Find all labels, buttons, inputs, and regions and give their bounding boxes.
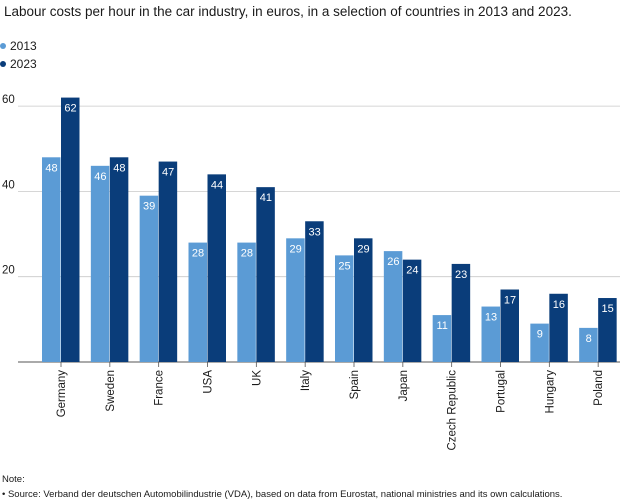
data-label: 41 (260, 192, 272, 204)
x-tick-label: Hungary (544, 370, 556, 414)
bar-2023-germany (61, 97, 80, 363)
bar-2023-spain (354, 238, 373, 362)
data-label: 29 (357, 243, 369, 255)
data-label: 33 (309, 226, 321, 238)
bar-chart: 20 40 60 48 62 Germany 46 48 Sweden 39 47 France 28 4… (2, 94, 620, 451)
data-label: 26 (387, 256, 399, 268)
data-label: 13 (485, 312, 497, 324)
data-label: 46 (94, 171, 106, 183)
legend-label-2023: 2023 (10, 57, 37, 71)
data-label: 8 (586, 333, 592, 345)
legend-label-2013: 2013 (10, 39, 37, 53)
bar-2023-usa (207, 174, 226, 362)
bar-2023-poland (598, 298, 617, 362)
y-tick-label: 40 (2, 179, 15, 191)
x-tick-label: Sweden (105, 370, 117, 412)
data-label: 28 (192, 248, 204, 260)
bar-2013-hungary (530, 323, 549, 362)
bar-2013-poland (579, 327, 598, 362)
x-tick-label: Portugal (496, 370, 508, 413)
legend-item-2023: 2023 (0, 57, 37, 71)
bar-2023-hungary (549, 293, 568, 362)
bar-2023-sweden (109, 157, 129, 362)
bar-2013-sweden (90, 165, 110, 362)
x-tick-label: Poland (593, 370, 605, 406)
data-label: 15 (602, 303, 614, 315)
bar-2023-italy (305, 221, 324, 362)
x-tick-label: UK (251, 370, 263, 386)
x-tick-label: USA (203, 370, 215, 394)
chart-title: Labour costs per hour in the car industr… (4, 4, 572, 19)
y-tick-label: 20 (2, 265, 15, 277)
x-tick-label: Germany (56, 370, 68, 418)
legend-swatch-2023 (0, 61, 6, 67)
bar-2013-uk (237, 242, 256, 362)
data-label: 9 (537, 329, 543, 341)
legend-item-2013: 2013 (0, 39, 37, 53)
data-label: 17 (504, 295, 516, 307)
x-tick-label: Spain (349, 370, 361, 399)
bar-2013-portugal (481, 306, 500, 362)
x-tick-label: Czech Republic (447, 370, 459, 451)
x-tick-label: Japan (398, 370, 410, 401)
bar-2013-spain (335, 255, 354, 362)
data-label: 25 (338, 260, 350, 272)
note-label: Note: (2, 474, 25, 485)
data-label: 28 (241, 248, 253, 260)
data-label: 47 (162, 167, 174, 179)
bar-2023-france (158, 161, 178, 362)
source-note: • Source: Verband der deutschen Automobi… (2, 489, 563, 500)
bar-2013-france (139, 195, 159, 362)
data-label: 39 (143, 201, 155, 213)
data-label: 29 (290, 243, 302, 255)
data-label: 16 (553, 299, 565, 311)
data-label: 62 (64, 103, 76, 115)
bar-2013-italy (286, 238, 305, 362)
bar-2013-usa (188, 242, 207, 362)
bar-2023-uk (256, 187, 275, 362)
bar-2023-portugal (500, 289, 519, 362)
data-label: 48 (45, 162, 57, 174)
data-label: 48 (113, 162, 125, 174)
bar-2013-germany (42, 157, 61, 362)
y-tick-label: 60 (2, 94, 15, 106)
data-label: 11 (436, 320, 447, 332)
data-label: 44 (211, 179, 223, 191)
bar-2023-czech-republic (451, 263, 471, 362)
x-tick-label: France (154, 370, 166, 406)
data-label: 23 (455, 269, 467, 281)
legend-swatch-2013 (0, 43, 6, 49)
data-label: 24 (406, 265, 418, 277)
bar-2013-japan (383, 251, 403, 362)
bar-2013-czech-republic (432, 315, 452, 362)
x-tick-label: Italy (300, 370, 312, 391)
bar-2023-japan (402, 259, 422, 362)
